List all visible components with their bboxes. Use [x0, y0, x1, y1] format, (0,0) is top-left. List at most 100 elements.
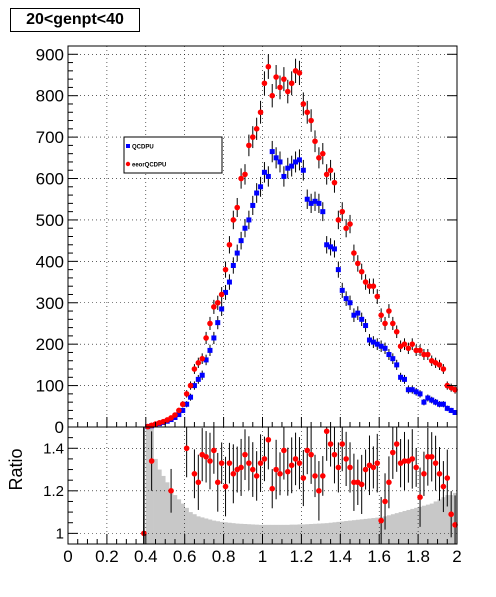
- qcdpu-point: [242, 225, 248, 231]
- eeorqcdpu-point: [242, 171, 248, 178]
- qcdpu-point: [328, 244, 334, 250]
- ratio-point: [273, 466, 279, 473]
- eeorqcdpu-point: [331, 179, 338, 186]
- ratio-background-bar: [208, 519, 213, 544]
- ratio-background-bar: [383, 516, 388, 544]
- eeorqcdpu-point: [343, 225, 349, 232]
- qcdpu-point: [312, 198, 318, 204]
- eeorqcdpu-point: [401, 341, 408, 347]
- qcdpu-point: [296, 157, 302, 163]
- eeorqcdpu-point: [199, 355, 206, 362]
- qcdpu-point: [273, 155, 279, 161]
- ratio-background-bar: [254, 524, 259, 544]
- ratio-point: [207, 458, 213, 464]
- eeorqcdpu-point: [281, 76, 287, 82]
- ratio-background-bar: [371, 518, 376, 544]
- eeorqcdpu-point: [417, 347, 423, 354]
- qcdpu-point: [401, 376, 407, 382]
- ratio-background-bar: [274, 524, 279, 544]
- ratio-point: [203, 453, 209, 460]
- qcdpu-point: [176, 412, 182, 418]
- qcdpu-point: [304, 196, 310, 202]
- ratio-point: [238, 464, 244, 471]
- eeorqcdpu-point: [214, 299, 221, 306]
- ratio-point: [425, 453, 431, 460]
- top-y-tick-label: 700: [36, 128, 64, 147]
- qcdpu-point: [339, 287, 345, 293]
- x-tick-label: 0.4: [134, 547, 158, 566]
- qcdpu-point: [351, 312, 357, 318]
- ratio-background-bar: [301, 524, 306, 544]
- x-tick-label: 1: [258, 547, 267, 566]
- qcdpu-point: [390, 356, 396, 362]
- eeorqcdpu-point: [319, 150, 326, 157]
- ratio-background-bar: [305, 524, 310, 544]
- ratio-background-bar: [332, 522, 337, 544]
- top-y-tick-label: 100: [36, 377, 64, 396]
- qcdpu-point: [289, 163, 295, 169]
- ratio-background-bar: [441, 497, 446, 544]
- eeorqcdpu-point: [358, 268, 365, 275]
- qcdpu-point: [211, 335, 217, 341]
- eeorqcdpu-point: [339, 208, 346, 215]
- ratio-background-bar: [243, 524, 248, 544]
- eeorqcdpu-point: [413, 347, 419, 354]
- top-y-tick-label: 800: [36, 87, 64, 106]
- ratio-background-bar: [188, 512, 193, 544]
- eeorqcdpu-point: [366, 283, 373, 289]
- qcdpu-point: [366, 337, 372, 343]
- legend-entry-label: QCDPU: [132, 145, 154, 151]
- eeorqcdpu-point: [300, 101, 307, 107]
- qcdpu-point: [261, 169, 267, 175]
- eeorqcdpu-point: [304, 109, 311, 116]
- ratio-background-bar: [324, 523, 329, 544]
- ratio-background-bar: [425, 504, 431, 544]
- qcdpu-point: [343, 296, 349, 302]
- ratio-background-bar: [153, 458, 158, 544]
- ratio-point: [331, 451, 338, 458]
- qcdpu-point: [425, 395, 431, 401]
- ratio-point: [362, 466, 369, 473]
- ratio-background-bar: [165, 482, 170, 544]
- ratio-background-bar: [200, 517, 205, 544]
- eeorqcdpu-point: [347, 221, 353, 227]
- ratio-background-bar: [320, 523, 326, 544]
- ratio-background-bar: [313, 523, 318, 544]
- top-y-tick-label: 500: [36, 211, 64, 230]
- ratio-point: [432, 460, 439, 466]
- ratio-background-bar: [414, 507, 419, 544]
- ratio-background-bar: [231, 523, 236, 544]
- eeorqcdpu-point: [253, 126, 260, 132]
- qcdpu-point: [378, 343, 384, 349]
- qcdpu-point: [448, 407, 454, 413]
- ratio-point: [277, 471, 283, 477]
- qcdpu-point: [191, 383, 197, 389]
- eeorqcdpu-point: [374, 293, 381, 300]
- eeorqcdpu-point: [234, 204, 241, 211]
- ratio-point: [409, 456, 416, 462]
- ratio-point: [226, 460, 233, 466]
- ratio-background-bar: [281, 524, 287, 544]
- ratio-point: [378, 517, 384, 524]
- eeorqcdpu-point: [308, 117, 314, 124]
- ratio-point: [327, 441, 334, 447]
- ratio-background-bar: [406, 509, 411, 544]
- ratio-background-bar: [355, 519, 361, 544]
- ratio-background-bar: [180, 503, 185, 544]
- ratio-point: [191, 471, 198, 477]
- ratio-point: [386, 479, 392, 486]
- ratio-point: [428, 453, 435, 460]
- qcdpu-point: [452, 410, 458, 416]
- ratio-point: [421, 471, 427, 477]
- ratio-point: [343, 456, 349, 462]
- ratio-background-bar: [348, 520, 353, 544]
- ratio-background-bar: [258, 524, 263, 544]
- ratio-background-bar: [367, 518, 372, 544]
- qcdpu-point: [382, 345, 388, 351]
- ratio-point: [347, 464, 353, 471]
- qcdpu-point: [386, 352, 392, 358]
- ratio-background-bar: [161, 475, 166, 544]
- ratio-background-bar: [359, 519, 364, 544]
- qcdpu-point: [421, 399, 427, 405]
- ratio-background-bar: [192, 514, 197, 544]
